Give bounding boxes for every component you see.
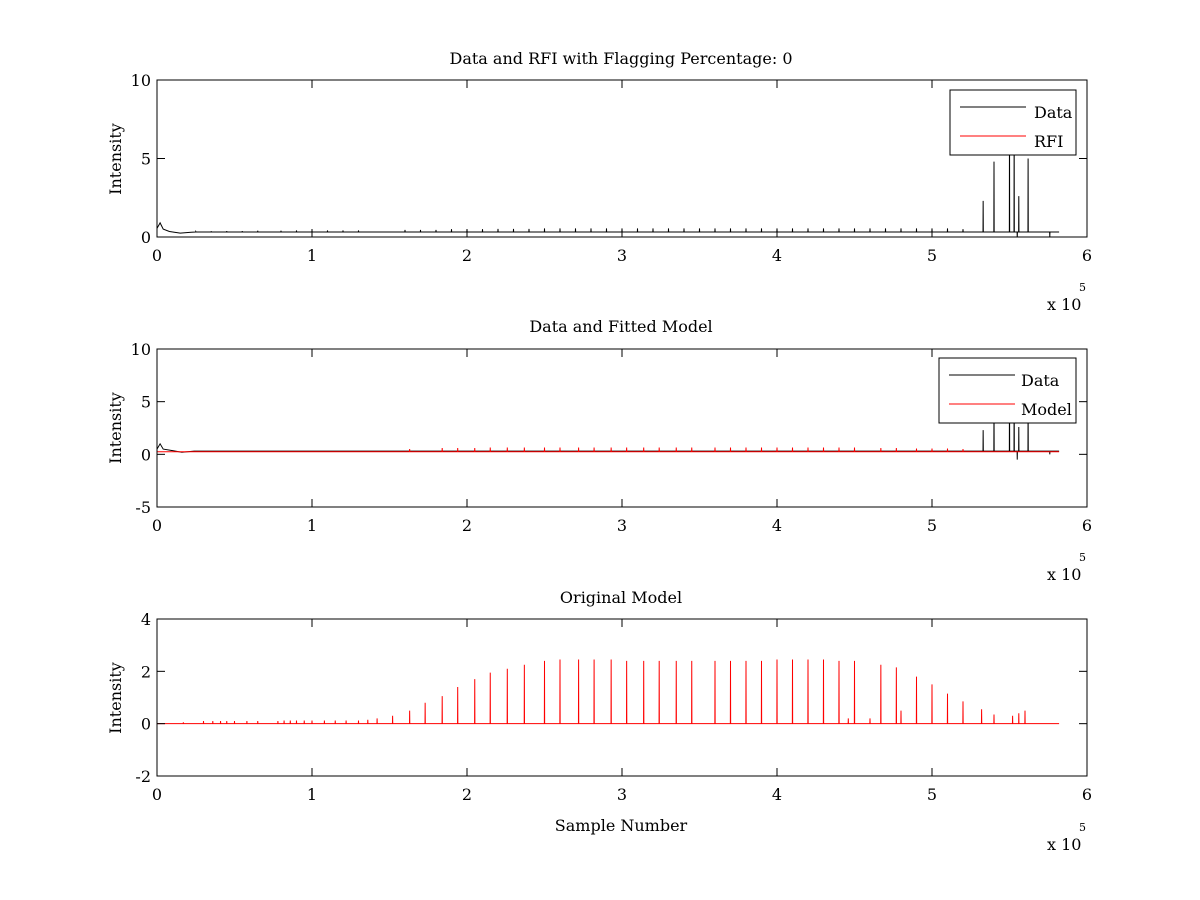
x-tick-label: 4 — [772, 516, 782, 535]
subplot-data-and-fitted-model: Data and Fitted Model Intensity 0 1 2 3 4 5 6 -… — [106, 317, 1092, 584]
y-tick-label: 5 — [141, 150, 151, 169]
legend-box — [938, 357, 1077, 424]
legend-box — [949, 89, 1077, 156]
series-line-model — [157, 447, 1060, 453]
legend-entry-data: Data — [1034, 103, 1073, 122]
x-tick-label: 3 — [617, 785, 627, 804]
x-tick-label: 3 — [617, 246, 627, 265]
subplot-data-and-rfi: Data and RFI with Flagging Percentage: 0… — [106, 49, 1092, 314]
traces — [157, 659, 1060, 725]
y-axis-label: Intensity — [106, 392, 125, 464]
y-tick-label: 0 — [141, 445, 151, 464]
x-tick-label: 6 — [1082, 785, 1092, 804]
x-tick-label: 1 — [307, 516, 317, 535]
x-tick-label: 6 — [1082, 516, 1092, 535]
subplot-title: Data and RFI with Flagging Percentage: 0 — [449, 49, 792, 68]
x-exponent-label: x 10 — [1047, 295, 1081, 314]
y-tick-label: -5 — [135, 498, 151, 517]
x-tick-label: 3 — [617, 516, 627, 535]
legend: Data RFI — [949, 89, 1077, 156]
legend: Data Model — [938, 357, 1077, 424]
x-tick-label: 2 — [462, 516, 472, 535]
x-tick-label: 0 — [152, 516, 162, 535]
y-tick-label: 10 — [131, 71, 151, 90]
x-tick-label: 5 — [927, 516, 937, 535]
series-line-model — [157, 659, 1060, 725]
x-tick-label: 1 — [307, 246, 317, 265]
x-exponent: 5 — [1079, 551, 1086, 564]
ticks: 0 1 2 3 4 5 6 0 5 10 — [131, 71, 1092, 265]
x-tick-label: 5 — [927, 246, 937, 265]
legend-entry-model: Model — [1021, 400, 1072, 419]
subplot-title: Data and Fitted Model — [529, 317, 712, 336]
y-axis-label: Intensity — [106, 123, 125, 195]
y-axis-label: Intensity — [106, 662, 125, 734]
y-tick-label: 4 — [141, 610, 151, 629]
y-tick-label: 0 — [141, 228, 151, 247]
x-tick-label: 0 — [152, 785, 162, 804]
x-exponent-label: x 10 — [1047, 835, 1081, 854]
y-tick-label: 2 — [141, 662, 151, 681]
x-tick-label: 6 — [1082, 246, 1092, 265]
x-tick-label: 4 — [772, 246, 782, 265]
y-tick-label: 5 — [141, 393, 151, 412]
x-tick-label: 1 — [307, 785, 317, 804]
plot-area — [157, 659, 1060, 725]
x-exponent: 5 — [1079, 281, 1086, 294]
x-tick-label: 2 — [462, 785, 472, 804]
y-tick-label: 10 — [131, 340, 151, 359]
x-axis-label: Sample Number — [555, 816, 688, 835]
x-tick-label: 5 — [927, 785, 937, 804]
x-exponent-label: x 10 — [1047, 565, 1081, 584]
legend-entry-data: Data — [1021, 371, 1060, 390]
legend-entry-rfi: RFI — [1034, 132, 1063, 151]
y-tick-label: 0 — [141, 715, 151, 734]
x-tick-label: 4 — [772, 785, 782, 804]
y-tick-label: -2 — [135, 767, 151, 786]
subplot-title: Original Model — [560, 588, 682, 607]
x-exponent: 5 — [1079, 821, 1086, 834]
x-tick-label: 0 — [152, 246, 162, 265]
x-tick-label: 2 — [462, 246, 472, 265]
